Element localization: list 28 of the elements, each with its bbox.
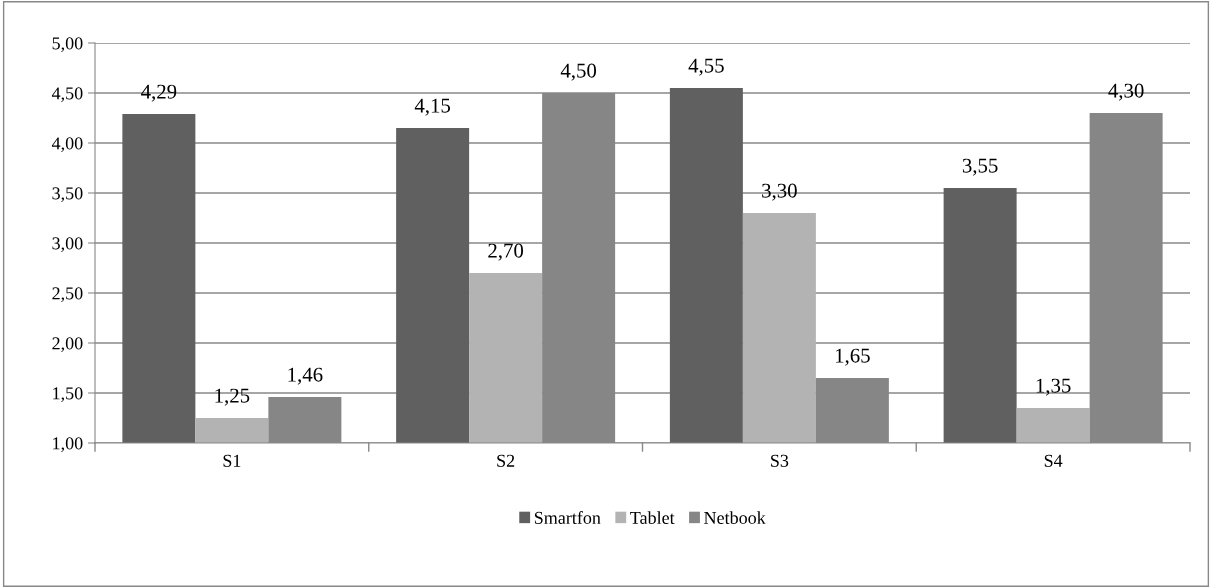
data-label: 4,55 <box>688 58 724 76</box>
data-label: 4,29 <box>141 84 177 102</box>
data-label: 4,15 <box>414 98 451 116</box>
y-tick-label: 5,00 <box>52 37 83 53</box>
data-label: 4,30 <box>1108 83 1144 101</box>
legend-label: Netbook <box>704 511 766 524</box>
x-tick-label: S4 <box>1044 454 1063 467</box>
y-tick-label: 3,50 <box>52 187 83 203</box>
x-tick-label: S2 <box>497 454 515 467</box>
data-label: 3,55 <box>962 158 998 176</box>
y-tick-label: 1,00 <box>53 437 83 453</box>
y-tick-label: 3,00 <box>52 237 83 253</box>
x-tick-label: S3 <box>771 454 789 467</box>
legend-label: Smartfon <box>534 511 601 524</box>
legend-label: Tablet <box>630 511 675 524</box>
data-label: 2,70 <box>488 243 524 261</box>
y-tick-label: 1,50 <box>53 387 83 403</box>
data-label: 3,30 <box>762 183 797 201</box>
data-label: 1,25 <box>215 388 250 406</box>
data-label: 1,65 <box>835 348 870 366</box>
y-tick-label: 4,50 <box>51 87 83 103</box>
y-tick-label: 2,00 <box>52 337 83 353</box>
data-label: 1,35 <box>1036 378 1071 396</box>
y-tick-label: 2,50 <box>52 287 83 303</box>
data-label: 4,50 <box>560 63 597 81</box>
x-tick-label: S1 <box>223 454 241 467</box>
y-tick-label: 4,00 <box>51 137 83 153</box>
data-label: 1,46 <box>288 367 323 385</box>
